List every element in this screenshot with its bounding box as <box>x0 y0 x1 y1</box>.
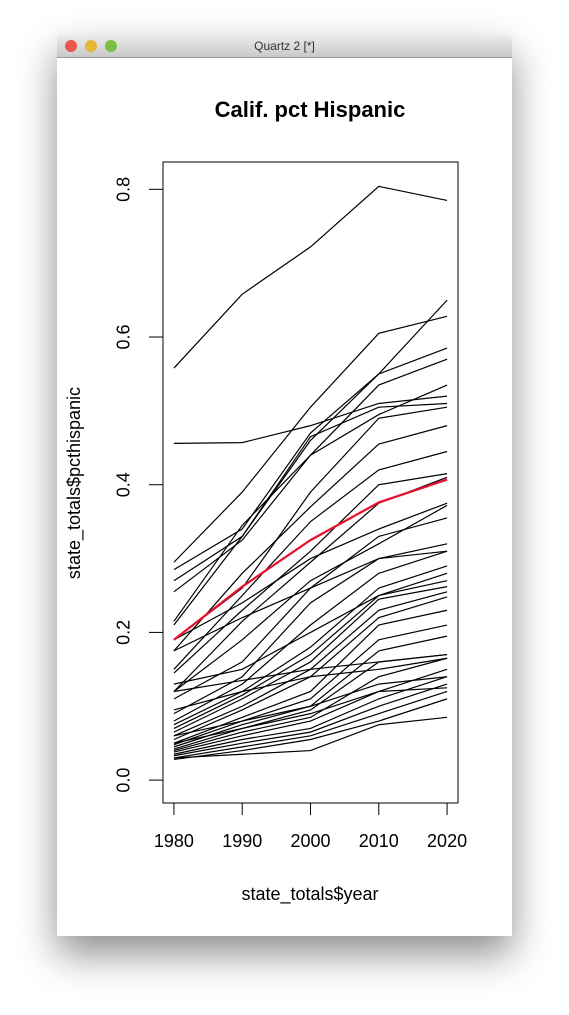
series-line <box>173 347 448 582</box>
x-tick-label: 1990 <box>222 831 262 851</box>
series-line <box>173 395 448 444</box>
series-line <box>173 473 448 674</box>
series-line <box>173 668 448 753</box>
series-line <box>173 586 448 733</box>
series-line <box>173 683 448 757</box>
x-tick-label: 1980 <box>154 831 194 851</box>
y-axis-label: state_totals$pcthispanic <box>64 387 85 579</box>
close-button[interactable] <box>65 40 77 52</box>
series-line <box>173 185 448 369</box>
series-line <box>173 624 448 746</box>
title-bar: Quartz 2 [*] <box>57 35 512 58</box>
chart-title: Calif. pct Hispanic <box>215 97 406 122</box>
x-tick-label: 2010 <box>359 831 399 851</box>
window: Quartz 2 [*] <box>57 35 512 936</box>
x-tick-label: 2000 <box>290 831 330 851</box>
series-line <box>173 425 448 652</box>
series-line <box>173 550 448 652</box>
series-line <box>173 676 448 755</box>
series-line <box>173 504 448 692</box>
series-line <box>173 580 448 685</box>
series-line <box>173 716 448 759</box>
zoom-button[interactable] <box>105 40 117 52</box>
series-line <box>173 550 448 722</box>
series-line <box>173 657 448 752</box>
series-line <box>173 687 448 744</box>
series-line <box>173 402 448 626</box>
minimize-button[interactable] <box>85 40 97 52</box>
series-line <box>173 299 448 571</box>
series-line <box>173 358 448 593</box>
y-tick-label: 0.6 <box>114 325 134 350</box>
series-line <box>173 572 448 729</box>
y-tick-label: 0.4 <box>114 472 134 497</box>
x-tick-label: 2020 <box>427 831 467 851</box>
series-line <box>173 657 448 711</box>
series-line <box>173 690 448 759</box>
series-line <box>173 698 448 761</box>
y-tick-label: 0.0 <box>114 768 134 793</box>
series-line <box>173 502 448 641</box>
y-tick-label: 0.8 <box>114 177 134 202</box>
y-tick-label: 0.2 <box>114 620 134 645</box>
series-line <box>173 315 448 563</box>
series-line <box>173 565 448 726</box>
series-line <box>173 384 448 622</box>
series-line <box>173 450 448 670</box>
x-axis-label: state_totals$year <box>241 884 378 905</box>
series-line <box>173 653 448 693</box>
series-line <box>173 478 448 641</box>
window-title: Quartz 2 [*] <box>254 39 315 53</box>
series-line <box>173 543 448 715</box>
series-line <box>173 676 448 737</box>
